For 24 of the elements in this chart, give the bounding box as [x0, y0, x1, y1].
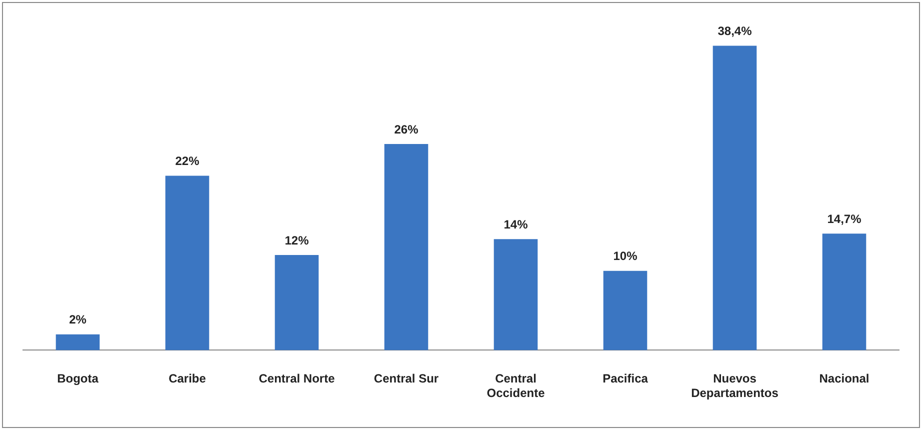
data-label: 22% — [175, 154, 200, 168]
data-label: 26% — [394, 122, 419, 136]
data-label: 12% — [284, 233, 310, 248]
bar — [56, 334, 100, 350]
bar — [384, 144, 428, 350]
x-tick-label: Nacional — [819, 372, 870, 386]
data-label: 2% — [69, 312, 87, 327]
bar — [712, 46, 757, 350]
data-label: 10% — [613, 249, 638, 264]
x-tick-label: Caribe — [168, 372, 206, 386]
bar — [274, 255, 319, 350]
x-tick-label: Central Sur — [374, 372, 439, 386]
data-label: 38,4% — [718, 24, 752, 38]
data-label: 14% — [504, 217, 528, 232]
x-tick-label: Nuevos Departamentos — [691, 372, 779, 400]
x-tick-label: Pacifica — [602, 372, 648, 386]
bar — [822, 234, 866, 350]
x-tick-label: Central Occidente — [486, 372, 546, 400]
bar — [603, 270, 648, 350]
bar — [165, 176, 210, 350]
x-tick-label: Bogota — [57, 372, 99, 386]
x-tick-label: Central Norte — [258, 372, 336, 386]
bar — [494, 239, 538, 350]
data-label: 14,7% — [827, 212, 862, 226]
